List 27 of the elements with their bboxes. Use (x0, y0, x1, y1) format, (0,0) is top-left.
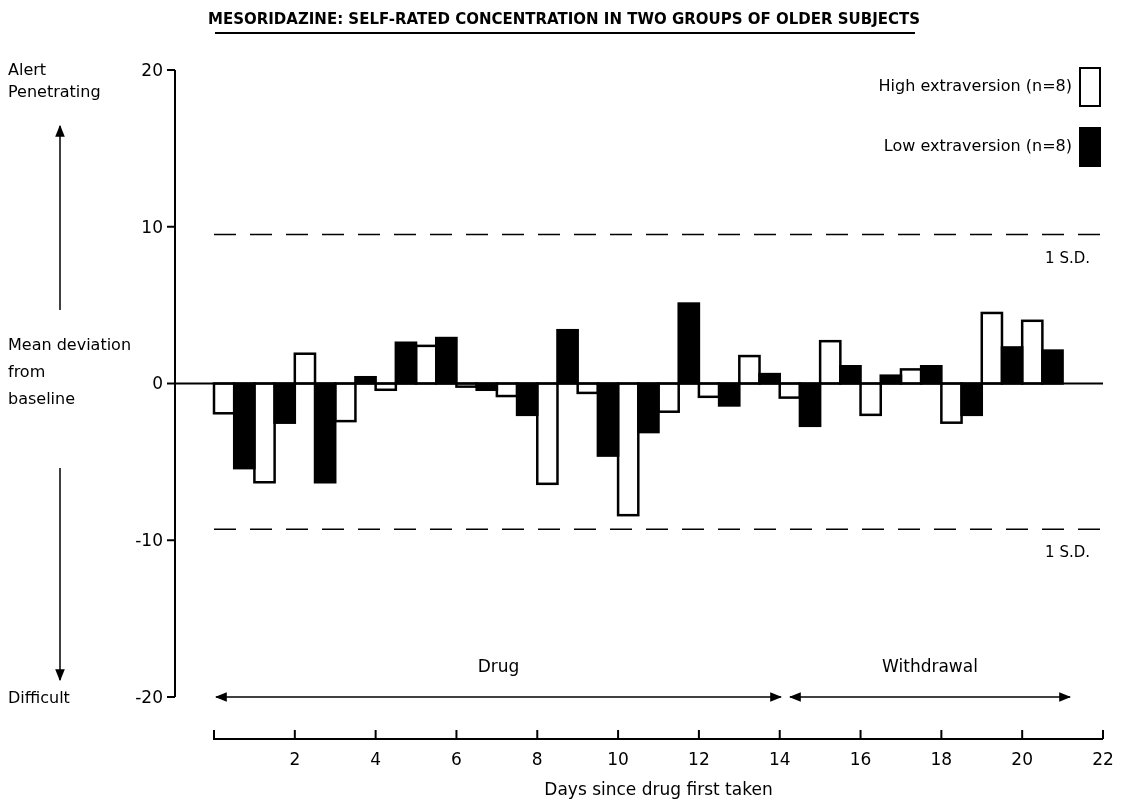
text: Alert Penetrating (8, 60, 101, 101)
x-tick-label: 22 (1092, 749, 1114, 769)
x-tick-label: 10 (607, 749, 629, 769)
x-tick-label: 18 (930, 749, 953, 769)
ref-line-label: 1 S.D. (1045, 543, 1090, 562)
x-tick-label: 8 (531, 749, 543, 769)
x-tick-label: 12 (688, 749, 710, 769)
y-tick-label: 10 (141, 216, 163, 237)
x-axis-title: Days since drug first taken (544, 779, 773, 799)
y-tick-label: -20 (135, 686, 163, 707)
annotation: Drug (477, 656, 520, 676)
y-axis-title: Mean deviation from baseline (8, 335, 132, 408)
x-tick-label: 20 (1011, 749, 1033, 769)
y-tick-label: 20 (141, 59, 163, 80)
x-tick-label: 14 (768, 749, 791, 769)
y-tick-label: -10 (135, 530, 163, 551)
ref-line-label: 1 S.D. (1045, 248, 1090, 267)
x-tick-label: 6 (451, 749, 462, 769)
x-tick-label: 16 (849, 749, 872, 769)
annotation: Withdrawal (882, 656, 978, 676)
x-tick-label: 2 (289, 749, 301, 769)
legend-label: Low extraversion (n=8) (883, 135, 1072, 155)
text: Difficult (8, 688, 70, 707)
x-tick-label: 4 (370, 749, 382, 769)
legend-label: High extraversion (n=8) (878, 75, 1072, 95)
y-tick-label: 0 (152, 373, 163, 394)
chart-title: MESORIDAZINE: SELF-RATED CONCENTRATION IN TWO GROUPS OF OLDER SUBJECTS (207, 10, 921, 28)
